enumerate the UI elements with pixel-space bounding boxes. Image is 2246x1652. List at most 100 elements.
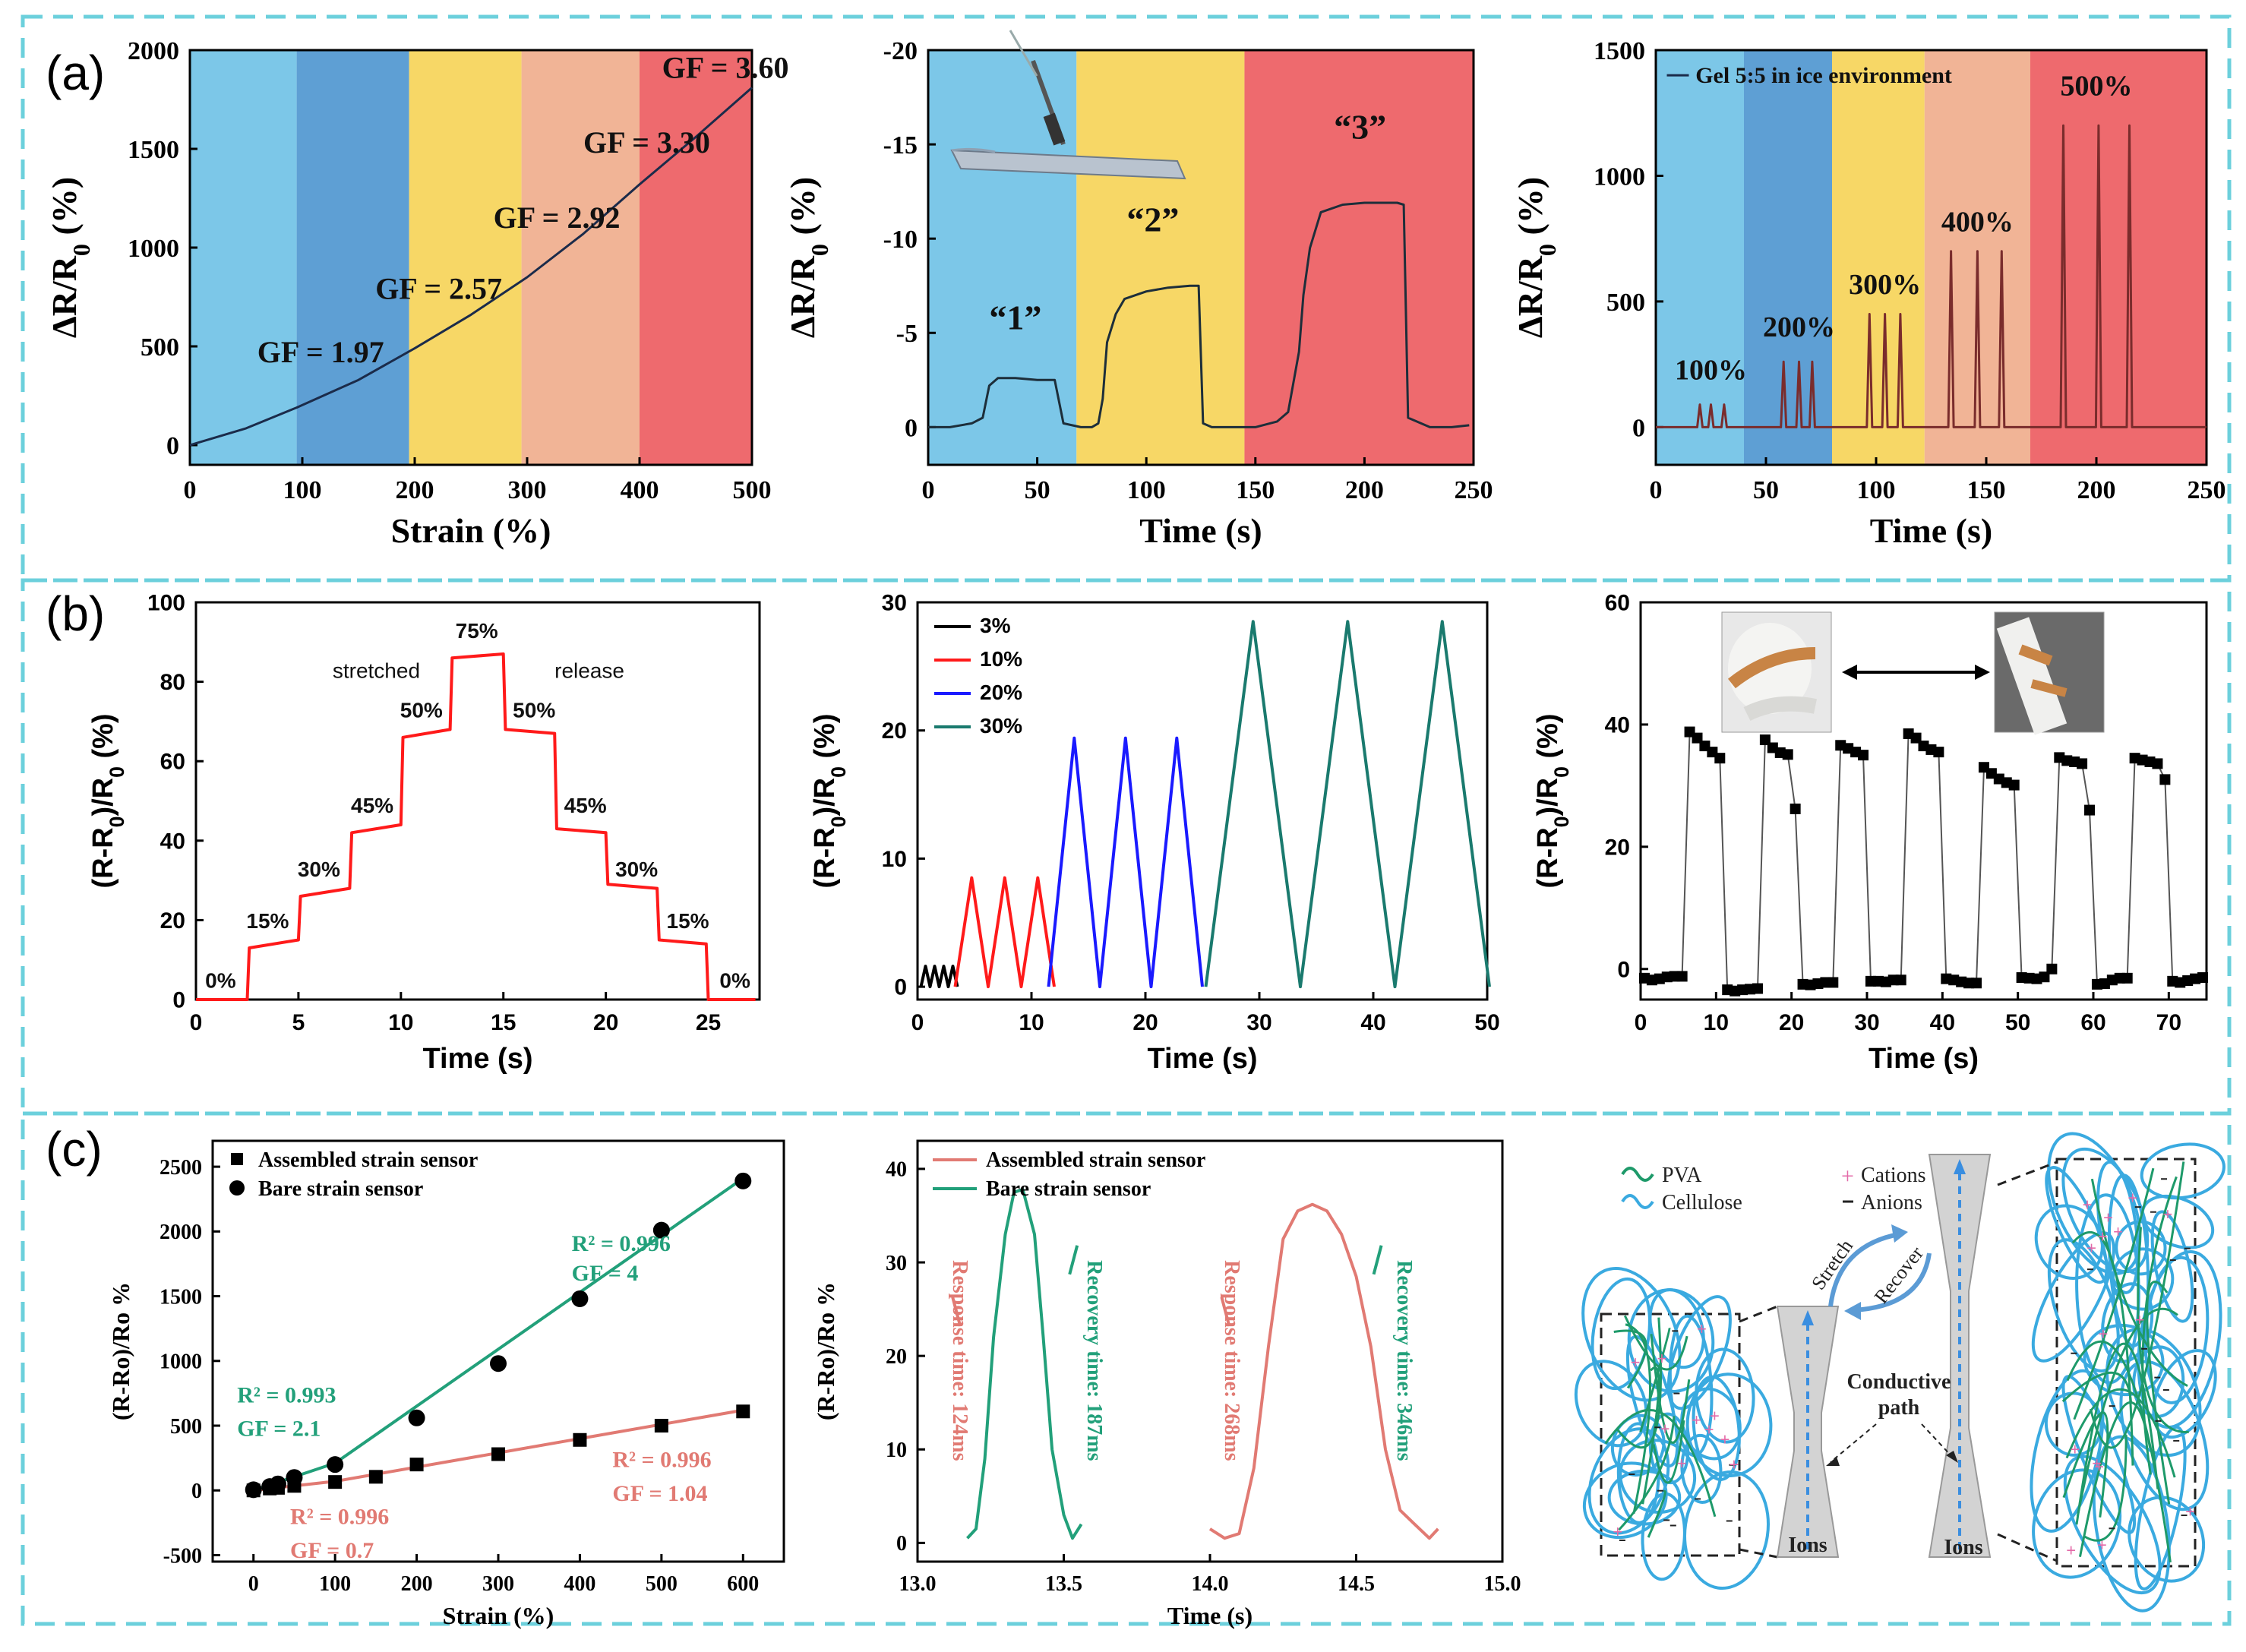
y-tick-label: 100	[147, 591, 185, 616]
strain-band-2	[1076, 50, 1245, 465]
strain-level-label: 200%	[1763, 311, 1835, 343]
cellulose-fiber	[2105, 1328, 2202, 1457]
y-tick-label: -5	[896, 320, 918, 348]
x-tick-label: 0	[911, 1010, 924, 1035]
cation-marker: +	[1697, 1319, 1707, 1338]
stretch-arrow	[1828, 1232, 1900, 1307]
time-annotation: Recovery time: 346ms	[1392, 1260, 1416, 1461]
y-axis-label: (R-R0)/R0 (%)	[87, 713, 128, 888]
x-tick-label: 50	[2005, 1010, 2030, 1035]
x-axis-label: Time (s)	[1139, 511, 1262, 550]
cellulose-fiber	[2031, 1231, 2115, 1363]
panel-c-frame	[21, 1111, 2232, 1626]
strain-band-2	[1744, 50, 1832, 465]
y-tick-label: 40	[886, 1158, 907, 1182]
cellulose-fiber	[2030, 1369, 2105, 1533]
y-tick-label: 30	[882, 591, 907, 616]
x-tick-label: 10	[1019, 1010, 1044, 1035]
y-tick-label: 1000	[160, 1350, 202, 1374]
finger-bent-photo	[1721, 611, 1832, 733]
recover-arrow	[1853, 1252, 1932, 1312]
x-tick-label: 0	[248, 1572, 259, 1596]
cellulose-fiber	[2092, 1435, 2171, 1613]
data-point	[286, 1469, 303, 1486]
pva-chain	[1625, 1323, 1651, 1515]
cation-marker: +	[1729, 1455, 1739, 1474]
cation-marker: +	[2097, 1536, 2107, 1555]
y-tick-label: -10	[883, 226, 918, 254]
data-point	[1714, 753, 1726, 764]
x-tick-label: 50	[1474, 1010, 1499, 1035]
x-tick-label: 0	[1635, 1010, 1647, 1035]
chart-a1-strain-response: 0 100 200 300 400 500 0 500 1000 1500 2000 Strain (…	[45, 37, 788, 550]
legend-marker	[229, 1180, 245, 1196]
x-tick-label: 250	[2188, 476, 2226, 504]
y-tick-label: -20	[883, 37, 918, 65]
cation-marker: +	[2092, 1454, 2102, 1473]
y-tick-label: 1000	[128, 235, 179, 263]
plot-frame	[194, 601, 761, 1001]
pressing-sensor-illustration	[950, 30, 1186, 180]
fit-annotation: R² = 0.996	[290, 1505, 389, 1530]
conductive-network-schematic: PVA Cellulose + Cations Anions +++++++++…	[1574, 1132, 2225, 1613]
data-point	[409, 1458, 424, 1472]
step-annotation: 0%	[205, 968, 236, 992]
chart-c1-gauge-factor: 0 100 200 300 400 500 600 -500 0 500 1000 1500 2000 2…	[107, 1139, 785, 1629]
cation-marker: +	[1704, 1420, 1714, 1439]
strain-band-4	[521, 50, 640, 465]
x-tick-label: 150	[1236, 476, 1275, 504]
step-annotation: 45%	[351, 794, 393, 817]
y-tick-label: 0	[191, 1480, 202, 1503]
pva-chain	[2141, 1176, 2178, 1475]
x-tick-label: 40	[1930, 1010, 1955, 1035]
y-tick-label: 1500	[160, 1285, 202, 1309]
x-tick-label: 500	[733, 476, 772, 504]
data-point	[1858, 750, 1869, 761]
schematic-legend: PVA Cellulose + Cations Anions	[1621, 1164, 1926, 1215]
legend-label: 3%	[980, 614, 1011, 637]
cation-marker: +	[2162, 1205, 2172, 1224]
x-axis-label: Strain (%)	[443, 1602, 554, 1629]
data-point	[269, 1475, 286, 1492]
cellulose-fiber	[1685, 1372, 1773, 1478]
figure-label-c: (c)	[46, 1122, 103, 1177]
y-tick-label: 0	[1632, 414, 1645, 442]
pva-chain	[1652, 1420, 1685, 1484]
step-annotation: 50%	[513, 699, 555, 722]
x-axis-label: Time (s)	[1869, 1043, 1979, 1075]
fit-annotation: GF = 4	[572, 1261, 639, 1286]
y-tick-label: 0	[172, 988, 185, 1013]
data-point	[2152, 758, 2163, 769]
finger-straight-photo	[1994, 611, 2105, 735]
data-point	[491, 1447, 505, 1461]
y-tick-label: 60	[160, 750, 185, 775]
plot-frame	[188, 49, 753, 466]
time-annotation: Response time: 268ms	[1220, 1260, 1243, 1461]
conductive-path-label-line1: Conductive	[1847, 1370, 1951, 1394]
y-tick-label: 0	[1617, 957, 1630, 982]
y-tick-label: 0	[905, 414, 918, 442]
y-tick-label: 60	[1605, 591, 1630, 616]
y-tick-label: 2000	[128, 37, 179, 65]
cation-marker: +	[1660, 1419, 1670, 1438]
y-tick-label: 40	[1605, 712, 1630, 738]
x-tick-label: 200	[396, 476, 434, 504]
step-annotation: 75%	[456, 619, 498, 643]
cation-marker: +	[2103, 1208, 2113, 1227]
x-tick-label: 300	[508, 476, 547, 504]
y-tick-label: -15	[883, 131, 918, 160]
x-tick-label: 30	[1854, 1010, 1879, 1035]
direction-arrow	[1372, 1245, 1383, 1275]
cellulose-fiber	[2152, 1349, 2217, 1439]
gf-annotation: GF = 2.92	[494, 201, 621, 235]
strain-band-1	[1656, 50, 1744, 465]
strain-band-2	[296, 50, 409, 465]
x-tick-label: 0	[922, 476, 935, 504]
x-tick-label: 300	[482, 1572, 514, 1596]
data-point	[654, 1419, 668, 1433]
cellulose-fiber	[2111, 1247, 2175, 1311]
series-line	[1644, 731, 2203, 992]
data-point	[408, 1409, 425, 1426]
x-tick-label: 0	[1650, 476, 1663, 504]
